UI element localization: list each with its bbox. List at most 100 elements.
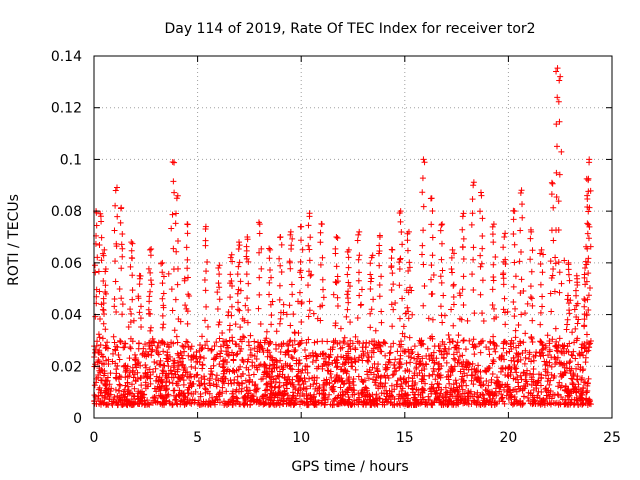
data-point: [522, 347, 529, 354]
data-point: [419, 189, 426, 196]
data-point: [489, 231, 496, 238]
y-tick-label: 0: [73, 411, 82, 427]
data-point: [407, 399, 414, 406]
data-point: [236, 382, 243, 389]
data-point: [333, 279, 340, 286]
data-point: [401, 333, 408, 340]
data-point: [529, 247, 536, 254]
data-point: [583, 311, 590, 318]
data-point: [112, 347, 119, 354]
data-point: [237, 336, 244, 343]
data-point: [409, 311, 416, 318]
data-point: [239, 371, 246, 378]
data-point: [184, 274, 191, 281]
data-point: [561, 400, 568, 407]
data-point: [251, 338, 258, 345]
data-point: [522, 354, 529, 361]
data-point: [553, 338, 560, 345]
data-point: [577, 366, 584, 373]
data-point: [235, 388, 242, 395]
data-point: [187, 380, 194, 387]
data-point: [462, 346, 469, 353]
data-point: [554, 65, 561, 72]
data-point: [558, 148, 565, 155]
data-point: [215, 391, 222, 398]
data-point: [97, 341, 104, 348]
data-point: [163, 370, 170, 377]
data-point: [194, 371, 201, 378]
data-point: [333, 373, 340, 380]
data-point: [517, 190, 524, 197]
data-point: [165, 270, 172, 277]
data-point: [405, 374, 412, 381]
data-point: [405, 308, 412, 315]
data-point: [173, 195, 180, 202]
data-point: [460, 255, 467, 262]
data-point: [180, 381, 187, 388]
data-point: [510, 283, 517, 290]
data-point: [426, 396, 433, 403]
data-point: [566, 359, 573, 366]
data-point: [479, 391, 486, 398]
data-point: [544, 378, 551, 385]
data-point: [215, 377, 222, 384]
data-point: [180, 390, 187, 397]
data-point: [94, 338, 101, 345]
data-point: [116, 286, 123, 293]
data-point: [510, 340, 517, 347]
data-point: [511, 208, 518, 215]
data-point: [233, 367, 240, 374]
data-point: [368, 306, 375, 313]
data-point: [236, 239, 243, 246]
data-point: [582, 400, 589, 407]
y-tick-label: 0.14: [51, 49, 82, 65]
data-point: [435, 343, 442, 350]
data-point: [406, 264, 413, 271]
data-point: [225, 380, 232, 387]
data-point: [378, 308, 385, 315]
data-point: [518, 249, 525, 256]
data-point: [460, 302, 467, 309]
data-point: [528, 295, 535, 302]
data-point: [458, 316, 465, 323]
data-point: [491, 315, 498, 322]
data-point: [402, 368, 409, 375]
data-point: [278, 241, 285, 248]
data-point: [549, 272, 556, 279]
data-point: [570, 371, 577, 378]
data-point: [325, 359, 332, 366]
data-point: [306, 246, 313, 253]
data-point: [462, 399, 469, 406]
data-point: [128, 310, 135, 317]
data-point: [537, 260, 544, 267]
data-point: [479, 245, 486, 252]
data-point: [378, 319, 385, 326]
data-point: [439, 338, 446, 345]
data-point: [287, 322, 294, 329]
data-point: [138, 395, 145, 402]
data-point: [159, 259, 166, 266]
data-point: [128, 247, 135, 254]
data-point: [405, 392, 412, 399]
data-point: [321, 387, 328, 394]
data-point: [110, 396, 117, 403]
data-point: [184, 339, 191, 346]
data-point: [225, 308, 232, 315]
data-point: [181, 348, 188, 355]
data-point: [496, 383, 503, 390]
data-point: [287, 228, 294, 235]
data-point: [485, 382, 492, 389]
data-point: [582, 265, 589, 272]
data-point: [536, 395, 543, 402]
data-point: [386, 356, 393, 363]
data-point: [224, 351, 231, 358]
data-point: [356, 252, 363, 259]
data-point: [245, 280, 252, 287]
data-point: [290, 311, 297, 318]
data-point: [160, 321, 167, 328]
data-point: [548, 275, 555, 282]
data-point: [318, 391, 325, 398]
data-point: [241, 317, 248, 324]
data-point: [321, 355, 328, 362]
data-point: [421, 365, 428, 372]
